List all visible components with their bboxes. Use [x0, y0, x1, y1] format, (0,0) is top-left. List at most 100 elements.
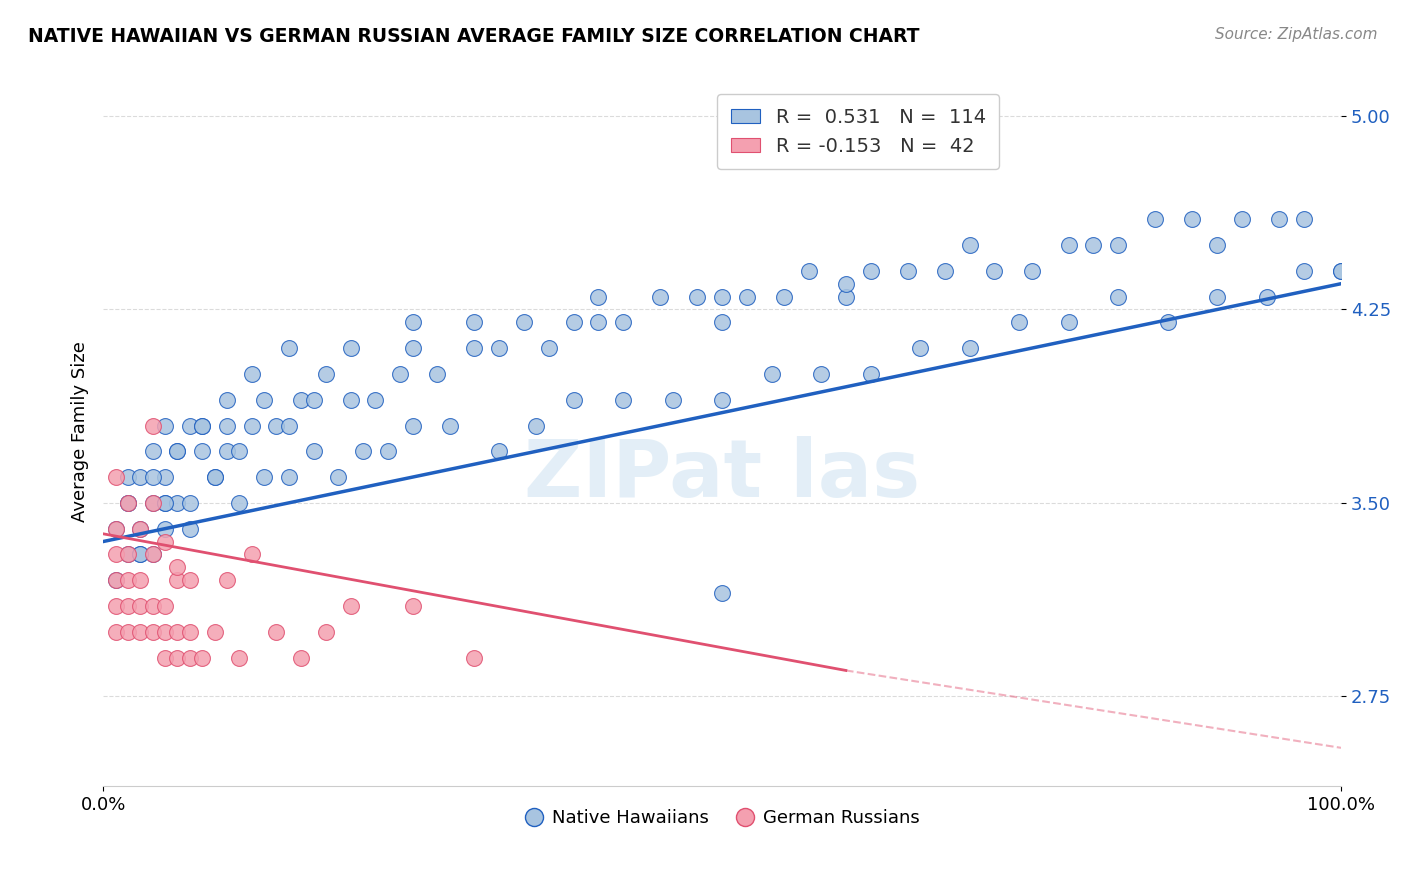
Point: [908, 341, 931, 355]
Point: [166, 650, 188, 665]
Text: Source: ZipAtlas.com: Source: ZipAtlas.com: [1215, 27, 1378, 42]
Point: [142, 444, 165, 458]
Point: [117, 496, 139, 510]
Point: [859, 367, 882, 381]
Point: [389, 367, 412, 381]
Point: [179, 650, 201, 665]
Point: [129, 548, 152, 562]
Point: [153, 496, 176, 510]
Point: [228, 650, 250, 665]
Point: [129, 573, 152, 587]
Text: ZIPat las: ZIPat las: [524, 435, 920, 514]
Point: [179, 418, 201, 433]
Point: [266, 624, 288, 639]
Point: [277, 418, 299, 433]
Point: [142, 418, 165, 433]
Point: [1107, 238, 1129, 252]
Point: [290, 392, 312, 407]
Point: [773, 290, 796, 304]
Point: [153, 496, 176, 510]
Point: [401, 341, 423, 355]
Point: [426, 367, 449, 381]
Point: [537, 341, 560, 355]
Point: [339, 599, 361, 613]
Point: [104, 573, 127, 587]
Point: [277, 470, 299, 484]
Point: [129, 470, 152, 484]
Point: [588, 315, 610, 329]
Point: [1057, 315, 1080, 329]
Point: [1206, 238, 1229, 252]
Point: [117, 470, 139, 484]
Point: [588, 290, 610, 304]
Point: [339, 341, 361, 355]
Point: [1292, 264, 1315, 278]
Point: [166, 444, 188, 458]
Point: [488, 444, 510, 458]
Point: [1330, 264, 1353, 278]
Point: [228, 496, 250, 510]
Point: [240, 548, 263, 562]
Point: [142, 496, 165, 510]
Point: [142, 548, 165, 562]
Point: [191, 418, 214, 433]
Point: [711, 586, 734, 600]
Point: [302, 444, 325, 458]
Point: [835, 109, 858, 123]
Point: [488, 341, 510, 355]
Point: [215, 392, 238, 407]
Point: [401, 599, 423, 613]
Point: [463, 315, 485, 329]
Point: [1008, 315, 1031, 329]
Point: [153, 599, 176, 613]
Point: [104, 470, 127, 484]
Point: [562, 392, 585, 407]
Point: [1181, 212, 1204, 227]
Point: [897, 264, 920, 278]
Point: [104, 522, 127, 536]
Point: [253, 470, 276, 484]
Point: [142, 599, 165, 613]
Point: [104, 548, 127, 562]
Point: [959, 341, 981, 355]
Point: [179, 496, 201, 510]
Point: [166, 573, 188, 587]
Point: [191, 444, 214, 458]
Point: [711, 392, 734, 407]
Point: [117, 548, 139, 562]
Point: [711, 315, 734, 329]
Point: [129, 522, 152, 536]
Point: [650, 290, 672, 304]
Point: [1256, 290, 1278, 304]
Point: [142, 624, 165, 639]
Point: [401, 418, 423, 433]
Point: [1021, 264, 1043, 278]
Point: [735, 290, 758, 304]
Point: [153, 418, 176, 433]
Point: [1083, 238, 1105, 252]
Point: [612, 315, 634, 329]
Point: [191, 418, 214, 433]
Point: [104, 599, 127, 613]
Point: [810, 367, 832, 381]
Point: [339, 392, 361, 407]
Point: [117, 496, 139, 510]
Point: [463, 650, 485, 665]
Point: [179, 522, 201, 536]
Point: [1230, 212, 1253, 227]
Point: [315, 624, 337, 639]
Point: [1157, 315, 1180, 329]
Point: [1144, 212, 1167, 227]
Point: [526, 418, 548, 433]
Point: [191, 650, 214, 665]
Point: [328, 470, 350, 484]
Point: [215, 418, 238, 433]
Point: [277, 341, 299, 355]
Point: [117, 496, 139, 510]
Point: [290, 650, 312, 665]
Point: [364, 392, 387, 407]
Point: [228, 444, 250, 458]
Point: [117, 599, 139, 613]
Point: [661, 392, 683, 407]
Point: [711, 290, 734, 304]
